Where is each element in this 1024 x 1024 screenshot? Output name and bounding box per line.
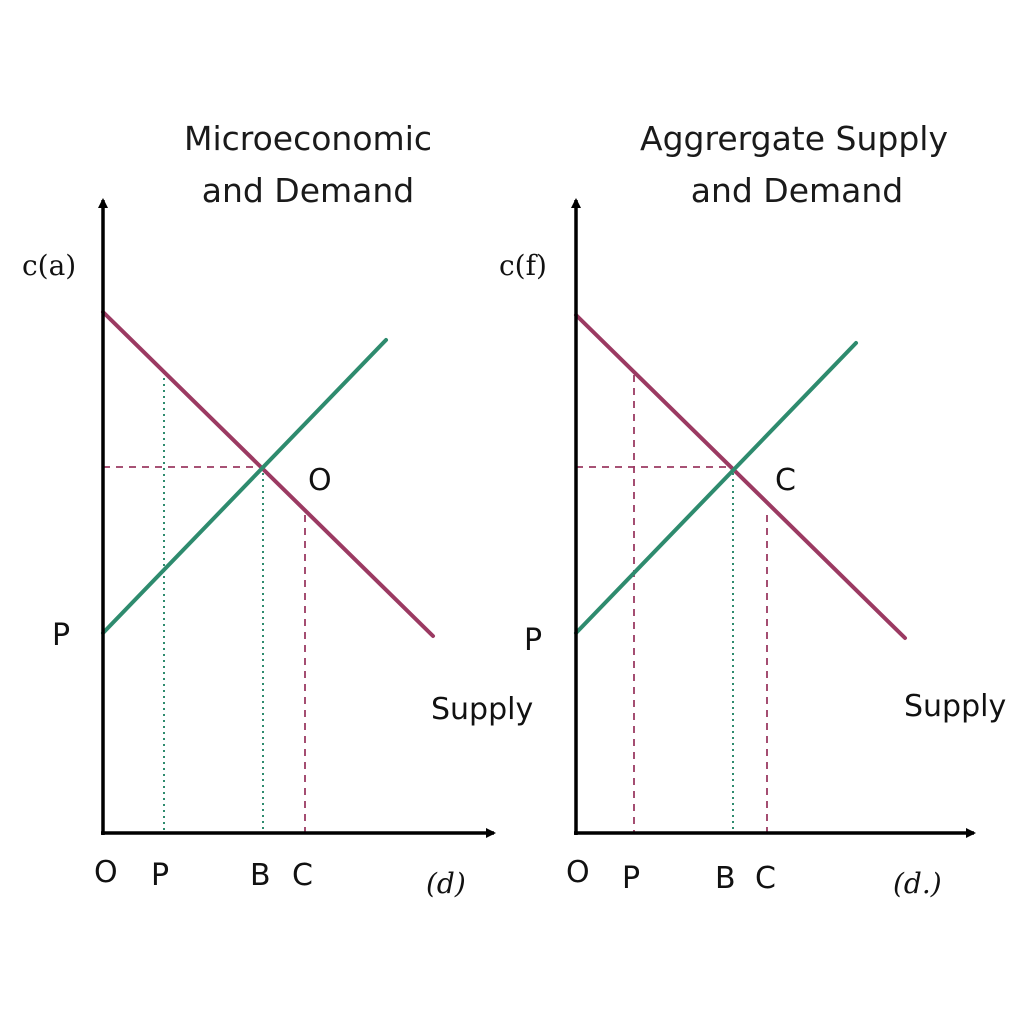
panel-left-x-axis-label: (d): [426, 867, 466, 900]
panel-right-y-intercept-label: P: [524, 623, 542, 658]
panel-right: Aggrergate Supply and Demand c(f) (d.) P…: [499, 119, 1006, 900]
panel-right-supply-curve: [574, 341, 858, 635]
panel-left-supply-label: Supply: [431, 692, 533, 727]
panel-left-x-tick-label-b: B: [250, 858, 271, 893]
panel-left-x-tick-label-c: C: [292, 858, 313, 893]
panel-right-supply-label: Supply: [904, 689, 1006, 724]
panel-left-y-axis-label: c(a): [22, 249, 76, 282]
panel-right-x-tick-label-p: P: [622, 861, 640, 896]
panel-right-y-axis-label: c(f): [499, 249, 547, 282]
panel-right-x-tick-label-c: C: [755, 861, 776, 896]
panel-left-title-line2: and Demand: [202, 171, 415, 210]
panel-left-equilibrium-label: O: [308, 463, 332, 498]
panel-right-title-line1: Aggrergate Supply: [640, 119, 948, 158]
panel-left-title-line1: Microeconomic: [184, 119, 432, 158]
panel-left: Microeconomic and Demand c(a) (d) P O Su…: [22, 119, 533, 900]
panel-right-origin-label: O: [566, 855, 590, 890]
panel-left-demand-curve: [101, 310, 435, 638]
panel-right-x-axis-label: (d.): [893, 867, 942, 900]
panel-right-equilibrium-label: C: [775, 463, 796, 498]
panel-left-x-tick-label-p: P: [151, 858, 169, 893]
panel-left-supply-curve: [101, 338, 388, 635]
panel-right-demand-curve: [574, 313, 907, 640]
panel-right-title-line2: and Demand: [691, 171, 904, 210]
panel-right-x-tick-label-b: B: [715, 861, 736, 896]
panel-left-y-intercept-label: P: [52, 618, 70, 653]
panel-left-origin-label: O: [94, 855, 118, 890]
